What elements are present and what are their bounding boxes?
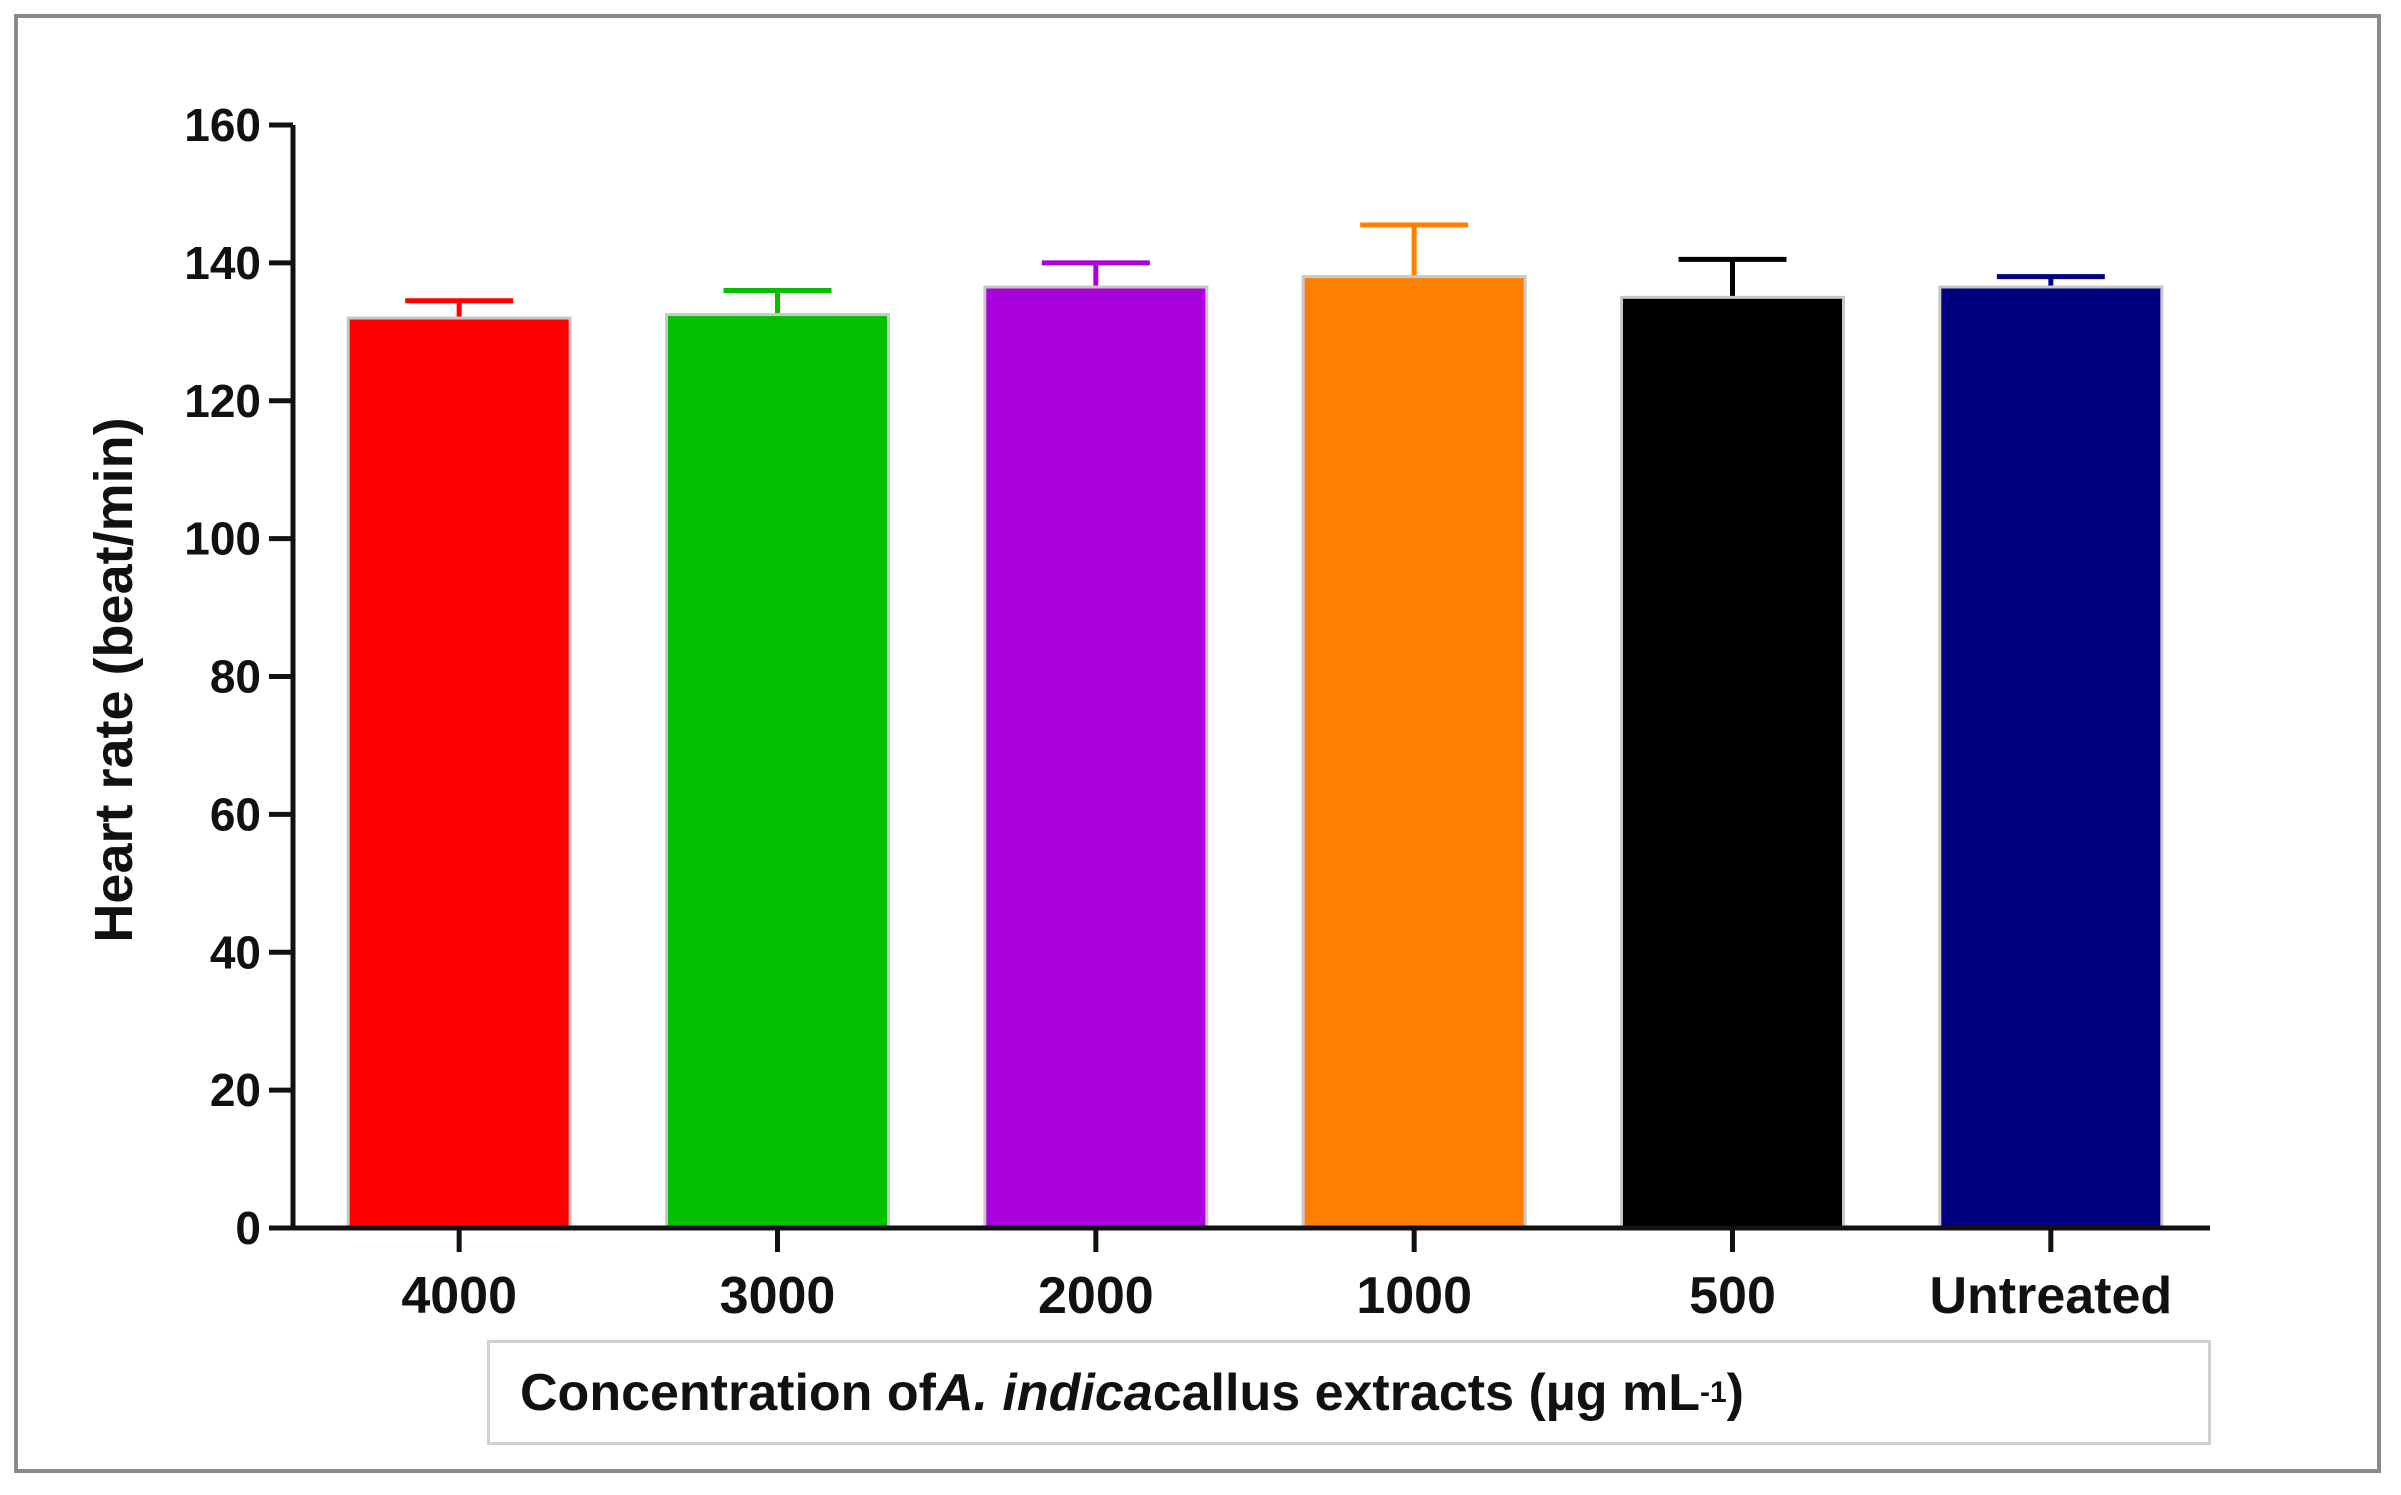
- bar-untreated: [1938, 285, 2164, 1230]
- y-tick-label: 80: [210, 651, 261, 703]
- y-tick-label: 100: [184, 513, 261, 565]
- bar-1000: [1301, 275, 1527, 1230]
- y-tick-label: 20: [210, 1064, 261, 1116]
- x-tick-label: 500: [1689, 1267, 1776, 1325]
- bar-3000: [665, 313, 890, 1230]
- y-axis-label: Heart rate (beat/min): [84, 417, 144, 942]
- y-tick-label: 120: [184, 375, 261, 427]
- x-tick-label: 3000: [720, 1267, 836, 1325]
- y-tick-label: 160: [184, 99, 261, 151]
- x-axis-label-suffix: callus extracts (µg mL: [1152, 1363, 1700, 1422]
- bar-2000: [983, 285, 1209, 1230]
- x-tick-label: 4000: [401, 1267, 517, 1325]
- bar-500: [1620, 295, 1845, 1230]
- x-axis-label: Concentration of A. indica callus extrac…: [487, 1340, 2211, 1445]
- x-tick-label: 1000: [1356, 1267, 1472, 1325]
- bar-4000: [346, 316, 572, 1230]
- x-axis-label-close: ): [1726, 1363, 1744, 1422]
- y-tick-label: 40: [210, 926, 261, 978]
- x-axis-label-species: A. indica: [935, 1363, 1153, 1422]
- x-axis-label-prefix: Concentration of: [520, 1363, 936, 1422]
- y-tick-label: 0: [235, 1202, 261, 1254]
- x-tick-label: 2000: [1038, 1267, 1154, 1325]
- x-tick-label: Untreated: [1929, 1267, 2172, 1325]
- y-tick-label: 140: [184, 237, 261, 289]
- y-tick-label: 60: [210, 788, 261, 840]
